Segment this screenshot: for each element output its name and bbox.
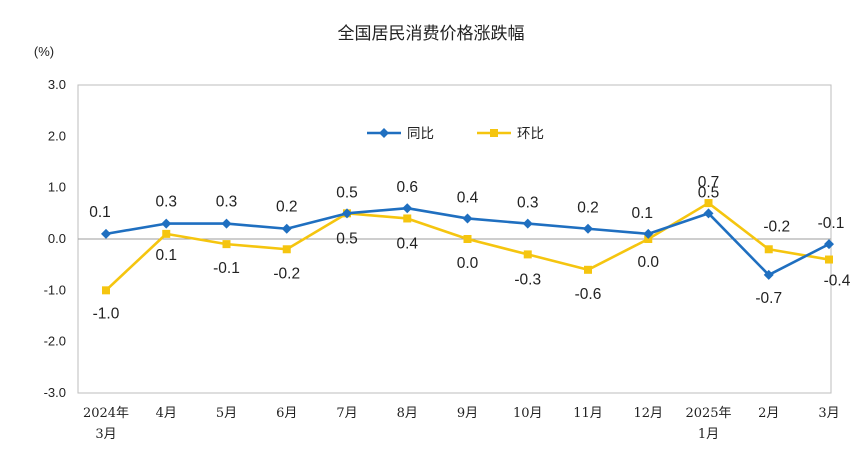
series-group: 0.1 0.3 0.3 0.2 0.5 0.6 0.4 0.3 0.2 0.1 0.5 -0.7 -0.…: [89, 174, 851, 322]
x-tick-label: 4月: [156, 406, 177, 421]
data-label: 0.1: [89, 204, 111, 221]
data-label: 0.3: [155, 194, 177, 211]
legend-label: 同比: [407, 126, 434, 142]
data-point: [583, 223, 593, 234]
data-label: 0.4: [457, 189, 479, 206]
data-label: 0.5: [336, 230, 358, 247]
x-tick-label: 2024年 3月: [83, 406, 129, 442]
data-label: -0.6: [575, 286, 602, 303]
x-axis-labels: 2024年 3月 4月 5月 6月 7月 8月 9月 10月 11月 12月 2025年 1月 2月 3月: [83, 406, 840, 442]
y-tick-label: -1.0: [44, 282, 66, 297]
y-tick-label: -2.0: [44, 334, 66, 349]
data-label: 0.5: [698, 184, 720, 201]
x-tick-label: 11月: [573, 406, 603, 421]
data-point: [703, 208, 714, 219]
data-point: [161, 218, 172, 229]
data-point: [102, 286, 110, 295]
x-tick-label: 7月: [336, 406, 357, 421]
data-point: [222, 240, 231, 249]
y-tick-label: -3.0: [44, 385, 66, 400]
data-label: 0.0: [457, 255, 479, 272]
data-point: [824, 239, 834, 250]
data-point: [825, 255, 833, 264]
data-label: 0.2: [577, 200, 599, 217]
data-point: [162, 229, 171, 238]
data-point: [463, 235, 472, 243]
data-label: 0.2: [276, 199, 298, 216]
legend: 同比 环比: [367, 126, 544, 142]
x-tick-label: 8月: [397, 406, 418, 421]
data-point: [584, 265, 592, 274]
data-label: -1.0: [93, 305, 120, 322]
data-label: -0.1: [213, 260, 240, 277]
x-tick-label: 5月: [216, 406, 237, 421]
data-label: -0.2: [763, 218, 790, 235]
y-tick-label: 2.0: [48, 128, 66, 143]
data-label: 0.6: [396, 179, 418, 196]
data-label: -0.3: [514, 271, 541, 288]
data-point: [704, 199, 713, 208]
data-point: [522, 218, 533, 229]
data-label: -0.2: [273, 265, 300, 282]
data-point: [644, 235, 653, 243]
legend-label: 环比: [517, 126, 544, 142]
data-point: [282, 245, 291, 254]
legend-marker: [490, 129, 498, 137]
data-label: -0.1: [818, 215, 845, 232]
data-label: 0.1: [155, 247, 177, 264]
data-label: 0.5: [336, 184, 358, 201]
data-label: 0.3: [216, 194, 238, 211]
x-tick-label: 2月: [758, 406, 779, 421]
data-point: [764, 245, 773, 254]
chart-title: 全国居民消费价格涨跌幅: [338, 24, 525, 44]
data-point: [342, 208, 352, 219]
data-label: -0.7: [755, 290, 782, 307]
x-tick-label: 9月: [457, 406, 478, 421]
x-tick-label: 6月: [276, 406, 297, 421]
data-point: [101, 228, 111, 239]
data-label: 0.1: [631, 205, 653, 222]
data-label: 0.4: [396, 235, 418, 252]
data-point: [403, 214, 412, 223]
data-label: -0.4: [824, 273, 851, 290]
x-tick-label: 10月: [513, 406, 543, 421]
x-tick-label: 3月: [818, 406, 839, 421]
data-point: [221, 218, 232, 229]
legend-marker: [379, 128, 389, 138]
x-tick-label: 2025年 1月: [685, 406, 731, 442]
data-label: 0.7: [698, 174, 720, 191]
data-label: 0.3: [517, 195, 539, 212]
data-point: [643, 228, 654, 239]
y-tick-label: 3.0: [48, 77, 66, 92]
y-tick-label: 1.0: [48, 180, 66, 195]
x-tick-label: 12月: [633, 406, 663, 421]
data-point: [281, 223, 292, 234]
data-point: [402, 203, 413, 214]
data-point: [462, 213, 473, 224]
y-axis-unit: (%): [34, 44, 54, 59]
data-point: [523, 250, 532, 259]
data-point: [763, 269, 774, 280]
y-axis-ticks: 3.0 2.0 1.0 0.0 -1.0 -2.0 -3.0: [44, 77, 66, 400]
y-tick-label: 0.0: [48, 231, 66, 246]
data-label: 0.0: [637, 254, 659, 271]
